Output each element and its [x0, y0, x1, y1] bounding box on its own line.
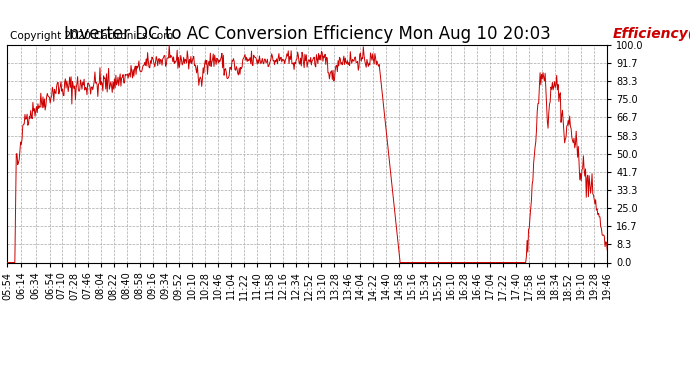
Title: Inverter DC to AC Conversion Efficiency Mon Aug 10 20:03: Inverter DC to AC Conversion Efficiency …: [63, 26, 551, 44]
Text: Efficiency(%): Efficiency(%): [613, 27, 690, 40]
Text: Copyright 2020 Cartronics.com: Copyright 2020 Cartronics.com: [10, 31, 173, 40]
